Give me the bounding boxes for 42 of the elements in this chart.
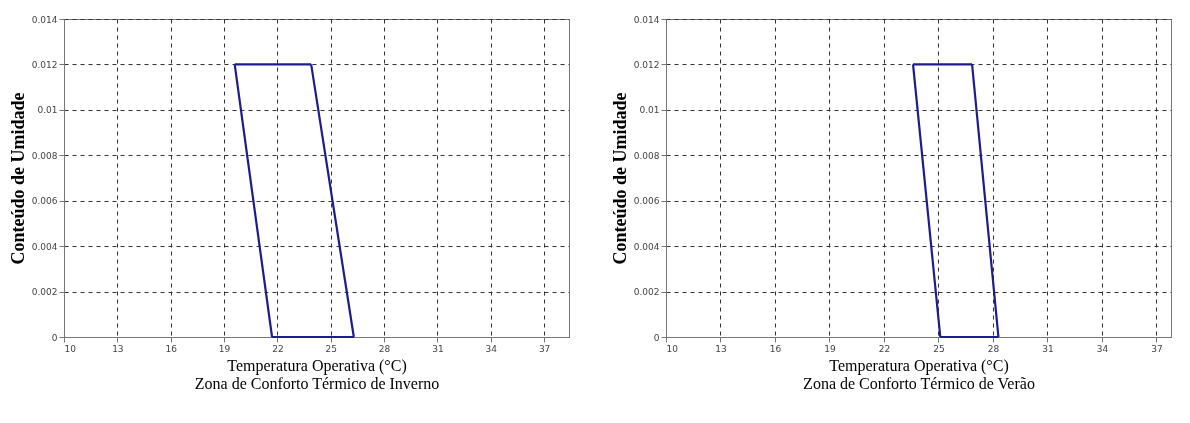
x-axis-title: Temperatura Operativa (°C) — [829, 356, 1009, 375]
x-tick-label: 22 — [272, 343, 284, 354]
text: Zona de Conforto Térmico de Verão — [803, 374, 1035, 392]
x-tick-label: 34 — [1096, 343, 1109, 354]
x-axis-title: Temperatura Operativa (°C) — [227, 356, 407, 375]
y-axis-title: Conteúdo de Umidade — [609, 92, 630, 265]
y-tick-label: 0.002 — [633, 287, 660, 298]
x-tick-label: 22 — [878, 343, 891, 354]
x-tick-label: 10 — [666, 343, 679, 354]
text: Zona de Conforto Térmico de Inverno — [194, 374, 440, 392]
y-tick-label: 0.008 — [31, 150, 58, 161]
x-tick-label: 31 — [432, 343, 444, 354]
y-tick-label: 0.012 — [633, 59, 660, 70]
x-tick-label: 25 — [325, 343, 337, 354]
y-tick-label: 0.008 — [633, 150, 660, 161]
x-tick-label: 37 — [538, 343, 551, 354]
y-tick-label: 0 — [653, 332, 660, 343]
x-tick-label: 37 — [1151, 343, 1163, 354]
x-tick-label: 10 — [64, 343, 77, 354]
y-tick-label: 0.012 — [31, 59, 58, 70]
x-tick-label: 28 — [378, 343, 391, 354]
y-tick-label: 0.004 — [31, 241, 58, 252]
y-tick-label: 0 — [51, 332, 58, 343]
y-axis-title: Conteúdo de Umidade — [7, 92, 28, 265]
y-tick-label: 0.014 — [31, 14, 58, 25]
y-tick-label: 0.006 — [31, 196, 58, 207]
x-tick-label: 16 — [769, 343, 782, 354]
x-tick-label: 13 — [112, 343, 124, 354]
y-tick-label: 0.004 — [633, 241, 660, 252]
x-tick-label: 34 — [485, 343, 498, 354]
x-tick-label: 31 — [1042, 343, 1054, 354]
y-tick-label: 0.01 — [37, 105, 58, 116]
y-tick-label: 0.014 — [633, 14, 660, 25]
y-tick-label: 0.006 — [633, 196, 660, 207]
y-tick-label: 0.01 — [639, 105, 660, 116]
x-tick-label: 13 — [715, 343, 727, 354]
x-tick-label: 16 — [165, 343, 178, 354]
x-tick-label: 19 — [218, 343, 231, 354]
x-tick-label: 28 — [987, 343, 1000, 354]
y-tick-label: 0.002 — [31, 287, 58, 298]
x-tick-label: 19 — [824, 343, 836, 354]
x-tick-label: 25 — [933, 343, 945, 354]
